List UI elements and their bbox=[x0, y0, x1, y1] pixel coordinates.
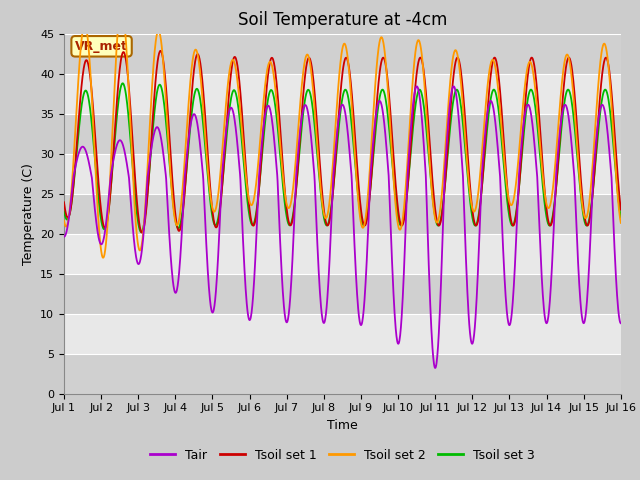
Bar bbox=[64, 354, 621, 394]
Y-axis label: Temperature (C): Temperature (C) bbox=[22, 163, 35, 264]
Bar bbox=[64, 274, 621, 313]
Legend: Tair, Tsoil set 1, Tsoil set 2, Tsoil set 3: Tair, Tsoil set 1, Tsoil set 2, Tsoil se… bbox=[145, 444, 540, 467]
Bar bbox=[64, 34, 621, 73]
X-axis label: Time: Time bbox=[327, 419, 358, 432]
Text: VR_met: VR_met bbox=[75, 40, 128, 53]
Bar bbox=[64, 154, 621, 193]
Bar bbox=[64, 114, 621, 154]
Bar bbox=[64, 234, 621, 274]
Bar bbox=[64, 313, 621, 354]
Bar bbox=[64, 73, 621, 114]
Bar bbox=[64, 193, 621, 234]
Title: Soil Temperature at -4cm: Soil Temperature at -4cm bbox=[237, 11, 447, 29]
